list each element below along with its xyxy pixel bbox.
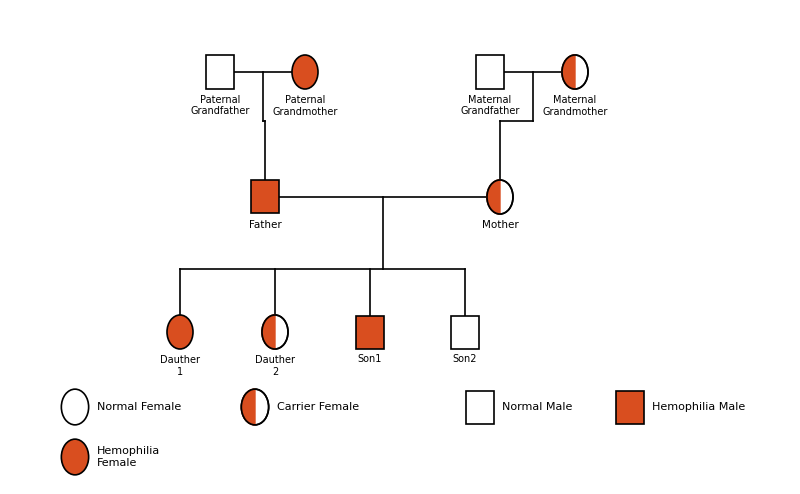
Text: Mother: Mother	[482, 220, 518, 230]
Text: Normal Male: Normal Male	[502, 402, 572, 412]
FancyBboxPatch shape	[466, 390, 494, 423]
Ellipse shape	[242, 389, 269, 425]
Text: Son2: Son2	[453, 355, 478, 365]
Ellipse shape	[167, 315, 193, 349]
FancyBboxPatch shape	[251, 180, 279, 213]
Ellipse shape	[292, 55, 318, 89]
Text: Hemophilia
Female: Hemophilia Female	[97, 446, 160, 468]
FancyBboxPatch shape	[356, 316, 384, 348]
Text: Dauther
1: Dauther 1	[160, 355, 200, 376]
Text: Maternal
Grandfather: Maternal Grandfather	[460, 94, 520, 116]
Text: Normal Female: Normal Female	[97, 402, 181, 412]
Polygon shape	[242, 389, 255, 425]
FancyBboxPatch shape	[206, 55, 234, 88]
Text: Paternal
Grandmother: Paternal Grandmother	[272, 95, 338, 117]
Ellipse shape	[62, 389, 89, 425]
Text: Son1: Son1	[358, 355, 382, 365]
Ellipse shape	[562, 55, 588, 89]
Text: Dauther
2: Dauther 2	[255, 355, 295, 376]
Text: Hemophilia Male: Hemophilia Male	[652, 402, 746, 412]
Ellipse shape	[262, 315, 288, 349]
Text: Paternal
Grandfather: Paternal Grandfather	[190, 94, 250, 116]
FancyBboxPatch shape	[451, 316, 479, 348]
FancyBboxPatch shape	[616, 390, 644, 423]
FancyBboxPatch shape	[476, 55, 504, 88]
Ellipse shape	[62, 439, 89, 475]
Polygon shape	[487, 180, 500, 214]
Text: Maternal
Grandmother: Maternal Grandmother	[542, 95, 608, 117]
Text: Carrier Female: Carrier Female	[277, 402, 358, 412]
Ellipse shape	[487, 180, 513, 214]
Polygon shape	[562, 55, 575, 89]
Text: Father: Father	[249, 219, 282, 230]
Polygon shape	[262, 315, 275, 349]
